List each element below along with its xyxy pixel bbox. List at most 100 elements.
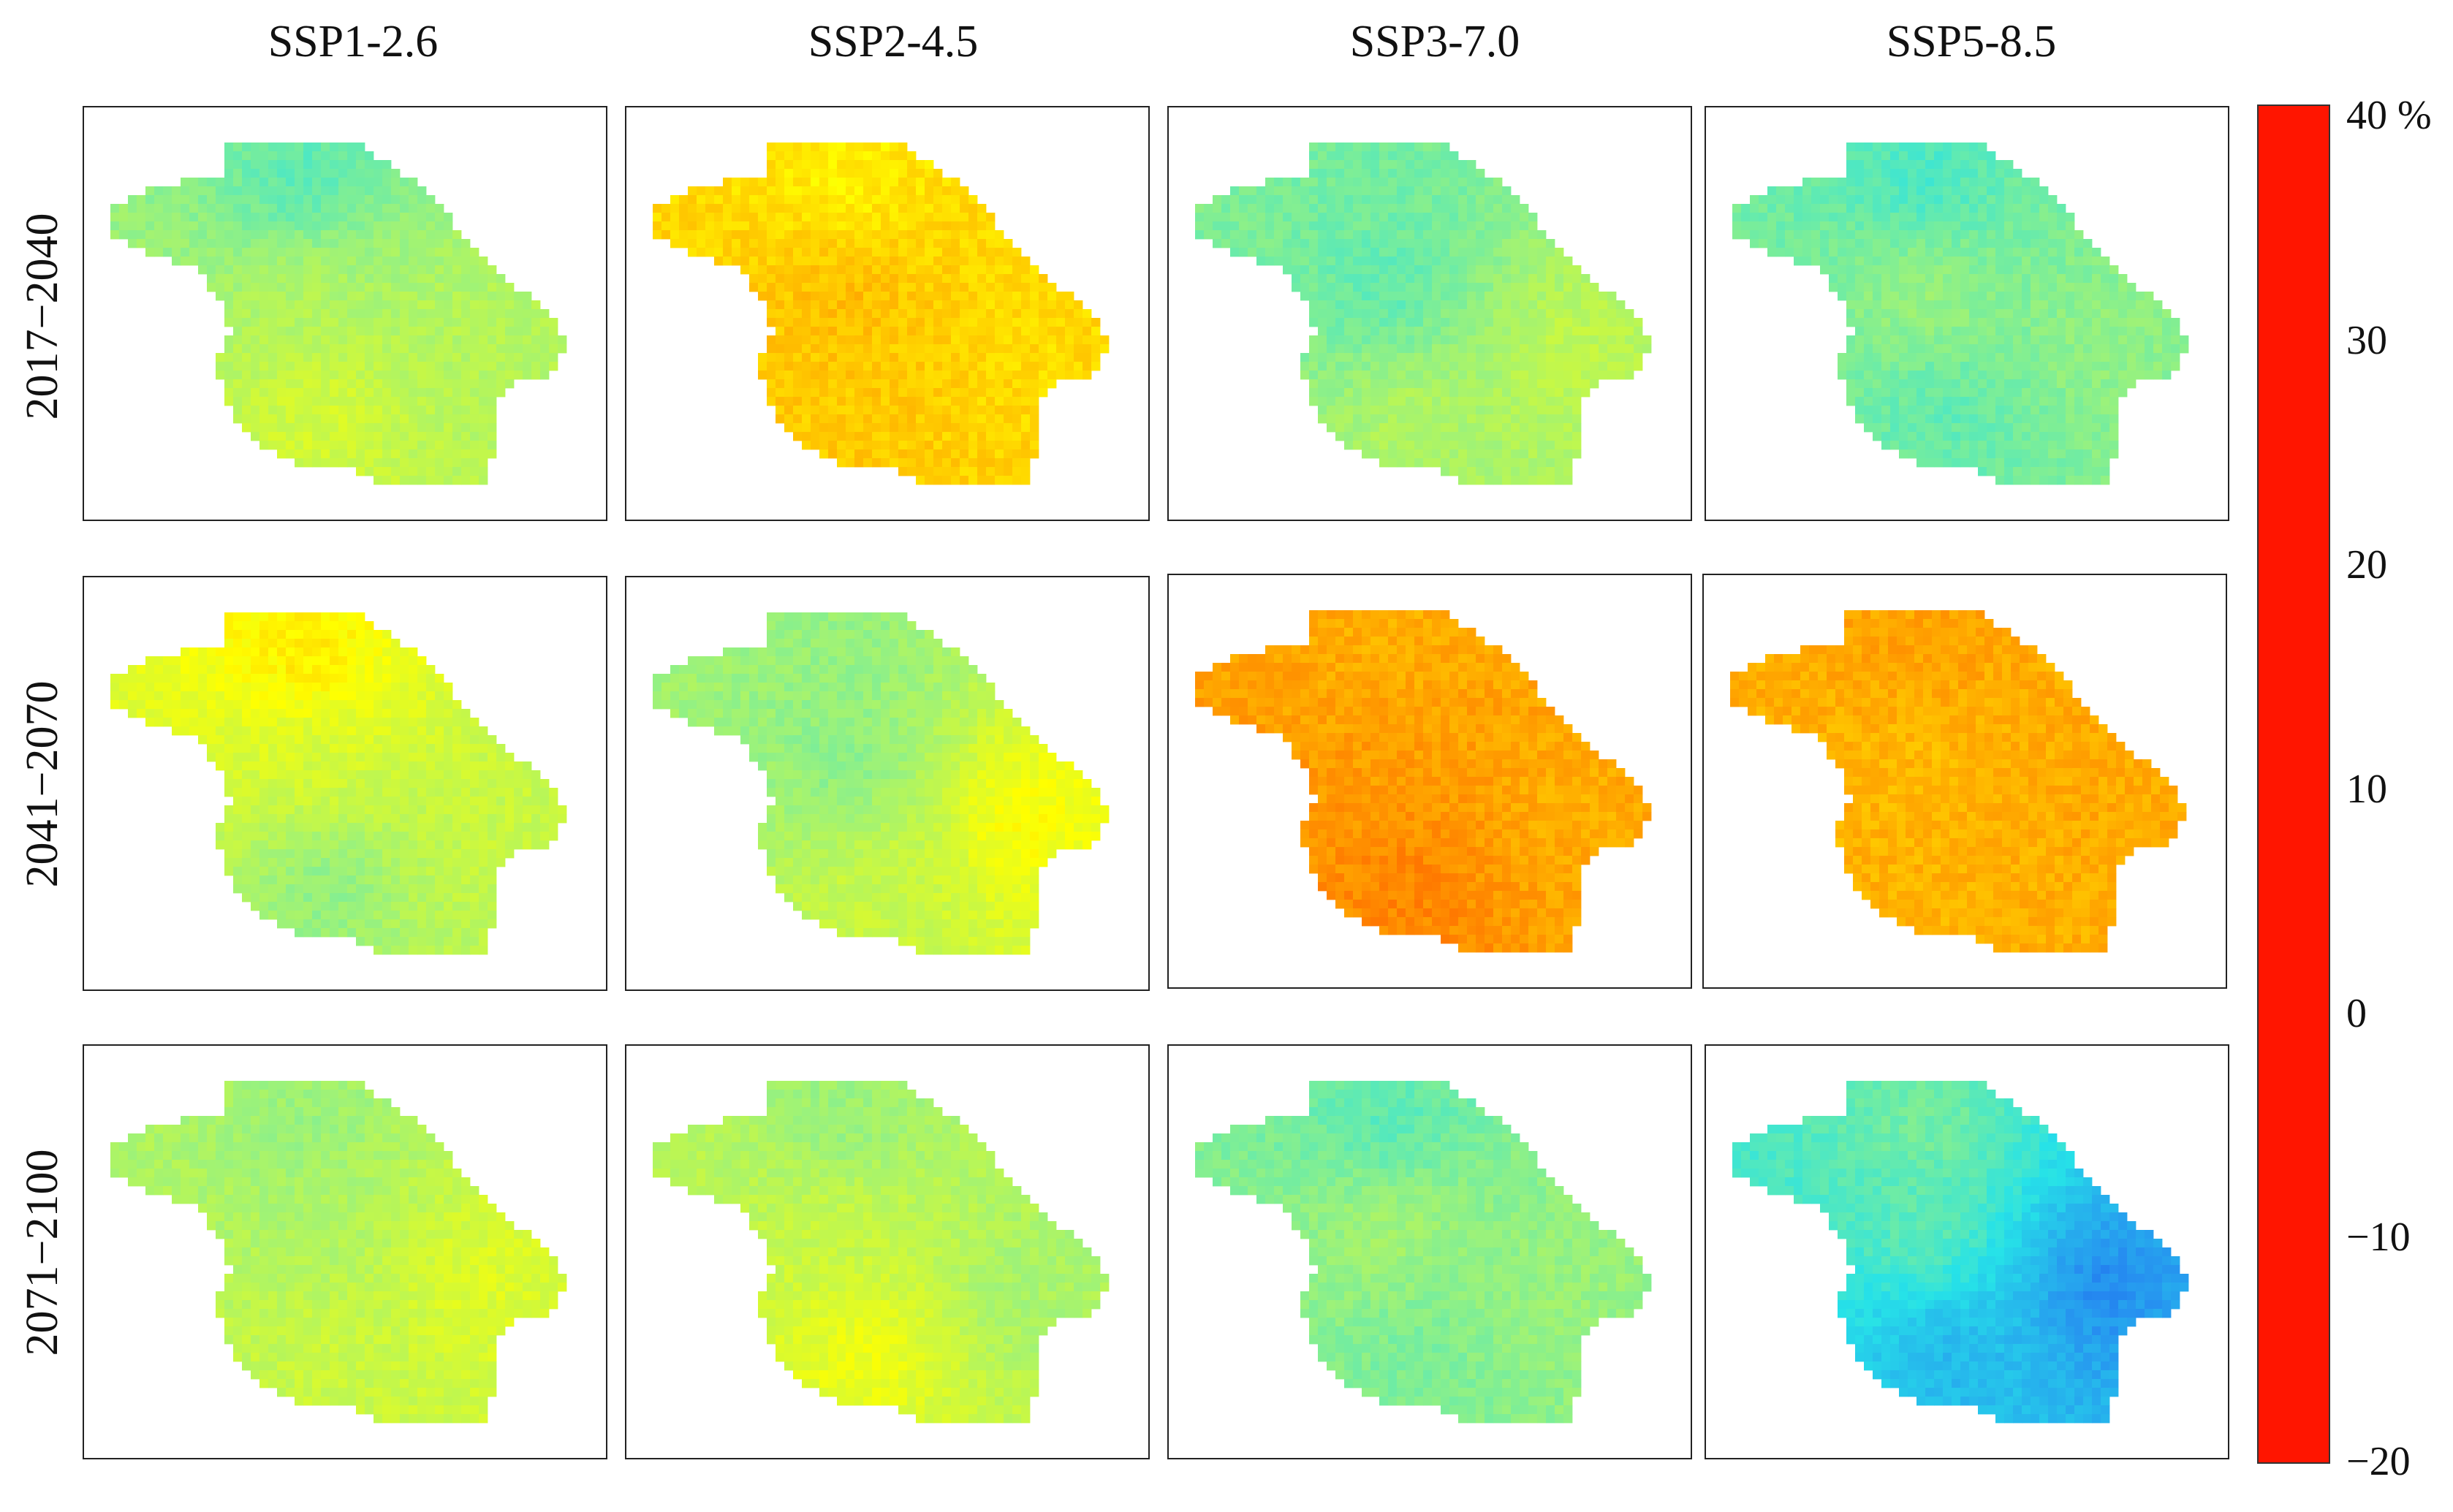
grid-cell — [1065, 353, 1074, 362]
grid-cell — [330, 327, 339, 336]
grid-cell — [2022, 292, 2031, 301]
grid-cell — [793, 353, 803, 362]
grid-cell — [986, 423, 996, 433]
grid-cell — [968, 335, 978, 345]
grid-cell — [1616, 344, 1626, 354]
grid-cell — [365, 257, 374, 266]
grid-cell — [846, 283, 855, 292]
grid-cell — [251, 195, 260, 205]
grid-cell — [1449, 151, 1459, 161]
grid-cell — [863, 160, 873, 170]
grid-cell — [2022, 178, 2031, 187]
grid-cell — [1607, 335, 1617, 345]
grid-cell — [1873, 344, 1882, 354]
grid-cell — [1379, 143, 1389, 152]
grid-cell — [1528, 230, 1538, 240]
grid-cell — [890, 274, 899, 284]
grid-cell — [1537, 458, 1547, 468]
grid-cell — [784, 283, 794, 292]
grid-cell — [295, 423, 304, 433]
grid-cell — [1021, 274, 1031, 284]
grid-cell — [1441, 169, 1450, 178]
grid-cell — [1846, 143, 1856, 152]
grid-cell — [863, 169, 873, 178]
grid-cell — [1890, 292, 1900, 301]
grid-cell — [1056, 327, 1066, 336]
grid-cell — [1039, 309, 1048, 319]
grid-cell — [2127, 379, 2137, 389]
grid-cell — [2031, 406, 2040, 415]
grid-cell — [356, 612, 365, 622]
grid-cell — [2004, 423, 2014, 433]
grid-cell — [854, 327, 864, 336]
grid-cell — [837, 160, 846, 170]
grid-cell — [1318, 344, 1327, 354]
grid-cell — [1423, 318, 1433, 327]
grid-cell — [1388, 169, 1398, 178]
grid-cell — [784, 195, 794, 205]
grid-cell — [2013, 309, 2022, 319]
grid-cell — [1388, 335, 1398, 345]
grid-cell — [303, 414, 313, 424]
grid-cell — [2162, 309, 2172, 319]
grid-cell — [540, 327, 550, 336]
grid-cell — [819, 449, 829, 459]
grid-cell — [119, 230, 129, 240]
grid-cell — [802, 397, 811, 406]
grid-cell — [828, 318, 838, 327]
grid-cell — [1004, 239, 1013, 248]
grid-cell — [321, 414, 330, 424]
grid-cell — [1943, 257, 1952, 266]
grid-cell — [321, 195, 330, 205]
grid-cell — [916, 292, 925, 301]
grid-cell — [890, 283, 899, 292]
grid-cell — [1572, 423, 1582, 433]
grid-cell — [1873, 371, 1882, 380]
grid-cell — [1004, 318, 1013, 327]
grid-cell — [1458, 257, 1468, 266]
grid-cell — [1344, 344, 1354, 354]
grid-cell — [1379, 379, 1389, 389]
grid-cell — [409, 327, 418, 336]
grid-cell — [268, 178, 278, 187]
grid-cell — [986, 318, 996, 327]
grid-cell — [444, 371, 453, 380]
grid-cell — [2092, 467, 2101, 476]
grid-cell — [793, 371, 803, 380]
grid-cell — [1960, 204, 1970, 213]
grid-cell — [907, 362, 917, 371]
grid-cell — [1432, 406, 1441, 415]
grid-cell — [1353, 186, 1362, 196]
grid-cell — [382, 423, 392, 433]
grid-cell — [479, 265, 488, 275]
grid-cell — [2022, 406, 2031, 415]
grid-cell — [749, 265, 759, 275]
grid-cell — [1916, 379, 1926, 389]
grid-cell — [890, 292, 899, 301]
grid-cell — [2048, 423, 2058, 433]
grid-cell — [1520, 476, 1529, 485]
grid-cell — [872, 300, 882, 310]
grid-cell — [417, 318, 427, 327]
row-title-2017-2040: 2017−2040 — [18, 213, 67, 420]
grid-cell — [330, 458, 339, 468]
grid-cell — [1916, 143, 1926, 152]
grid-cell — [933, 230, 943, 240]
grid-cell — [767, 151, 776, 161]
grid-cell — [776, 221, 785, 231]
grid-cell — [321, 362, 330, 371]
grid-cell — [452, 318, 462, 327]
grid-cell — [1873, 414, 1882, 424]
grid-cell — [1397, 178, 1406, 187]
grid-cell — [277, 406, 287, 415]
grid-cell — [784, 143, 794, 152]
grid-cell — [531, 335, 541, 345]
grid-cell — [1414, 248, 1424, 257]
grid-cell — [1397, 230, 1406, 240]
grid-cell — [1916, 239, 1926, 248]
grid-cell — [1864, 318, 1873, 327]
grid-cell — [2101, 344, 2110, 354]
grid-cell — [1388, 143, 1398, 152]
grid-cell — [1908, 143, 1917, 152]
grid-cell — [479, 362, 488, 371]
